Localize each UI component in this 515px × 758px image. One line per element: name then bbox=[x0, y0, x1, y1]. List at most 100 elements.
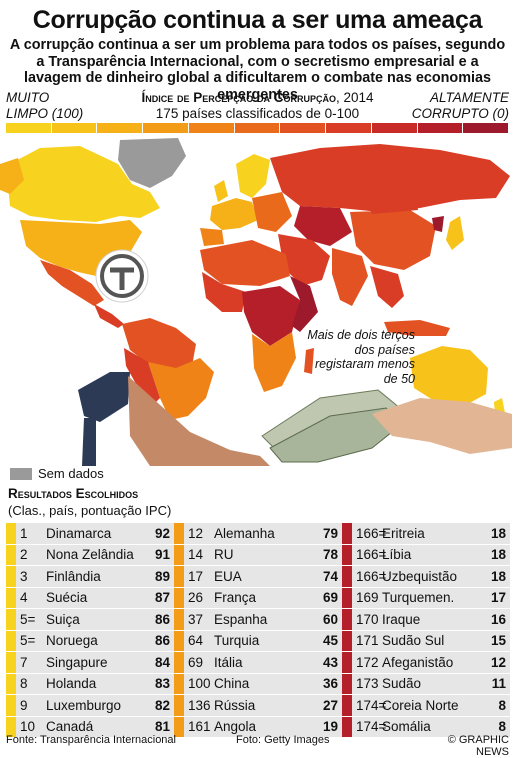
result-country: Finlândia bbox=[46, 568, 101, 584]
result-row: 7 Singapure 84 bbox=[6, 652, 174, 673]
result-rank: 64 bbox=[188, 633, 204, 649]
result-country: Suécia bbox=[46, 590, 88, 606]
result-swatch bbox=[342, 523, 352, 544]
map-north-korea bbox=[432, 216, 444, 232]
result-score: 18 bbox=[490, 547, 506, 563]
results-column-corrupt: 166= Eritreia 18 166= Líbia 18 166= Uzbequistão… bbox=[342, 523, 510, 738]
legend-clean-line2: LIMPO (100) bbox=[6, 106, 84, 121]
map-central-asia bbox=[294, 206, 352, 246]
result-row: 8 Holanda 83 bbox=[6, 673, 174, 694]
legend-clean-line1: MUITO bbox=[6, 90, 50, 105]
map-alaska bbox=[0, 158, 24, 194]
result-row: 10 Canadá 81 bbox=[6, 716, 174, 737]
result-swatch bbox=[174, 695, 184, 716]
legend-clean-label: MUITO LIMPO (100) bbox=[6, 90, 83, 122]
result-row: 5= Suiça 86 bbox=[6, 609, 174, 630]
legend-corrupt-label: ALTAMENTE CORRUPTO (0) bbox=[412, 90, 509, 122]
result-rank: 69 bbox=[188, 654, 204, 670]
legend-index-name: Índice de Percepção da Corrupção bbox=[141, 90, 336, 105]
result-country: Canadá bbox=[46, 719, 94, 735]
map-central-america bbox=[94, 304, 124, 328]
result-score: 91 bbox=[154, 547, 170, 563]
result-row: 1 Dinamarca 92 bbox=[6, 523, 174, 544]
result-row: 9 Luxemburgo 82 bbox=[6, 695, 174, 716]
result-row: 17 EUA 74 bbox=[174, 566, 342, 587]
result-row: 173 Sudão 11 bbox=[342, 673, 510, 694]
legend-title: Índice de Percepção da Corrupção, 2014 1… bbox=[120, 90, 395, 122]
result-country: Alemanha bbox=[214, 525, 275, 541]
result-rank: 166= bbox=[356, 568, 387, 584]
scale-step bbox=[51, 123, 98, 133]
result-swatch bbox=[174, 587, 184, 608]
result-score: 86 bbox=[154, 633, 170, 649]
result-swatch bbox=[174, 609, 184, 630]
footer-photo-credit: Foto: Getty Images bbox=[236, 734, 330, 746]
result-row: 100 China 36 bbox=[174, 673, 342, 694]
bribe-photo-illustration bbox=[78, 372, 512, 466]
result-swatch bbox=[6, 544, 16, 565]
map-indonesia bbox=[384, 320, 450, 336]
result-score: 69 bbox=[322, 590, 338, 606]
legend-corrupt-line1: ALTAMENTE bbox=[429, 90, 509, 105]
result-row: 169 Turquemen. 17 bbox=[342, 587, 510, 608]
result-row: 12 Alemanha 79 bbox=[174, 523, 342, 544]
result-swatch bbox=[6, 566, 16, 587]
result-score: 81 bbox=[154, 719, 170, 735]
result-row: 4 Suécia 87 bbox=[6, 587, 174, 608]
result-row: 170 Iraque 16 bbox=[342, 609, 510, 630]
result-rank: 2 bbox=[20, 547, 28, 563]
result-score: 86 bbox=[154, 611, 170, 627]
result-country: Sudão Sul bbox=[382, 633, 445, 649]
map-southern-africa bbox=[252, 332, 296, 392]
map-eastern-europe bbox=[252, 192, 292, 232]
result-row: 5= Noruega 86 bbox=[6, 630, 174, 651]
scale-step bbox=[234, 123, 281, 133]
result-country: Angola bbox=[214, 719, 257, 735]
result-rank: 3 bbox=[20, 568, 28, 584]
result-score: 92 bbox=[154, 525, 170, 541]
result-country: Coreia Norte bbox=[382, 697, 459, 713]
result-country: Iraque bbox=[382, 611, 421, 627]
result-rank: 166= bbox=[356, 547, 387, 563]
result-score: 84 bbox=[154, 654, 170, 670]
result-country: Dinamarca bbox=[46, 525, 112, 541]
result-row: 69 Itália 43 bbox=[174, 652, 342, 673]
nodata-legend: Sem dados bbox=[10, 466, 104, 481]
result-swatch bbox=[174, 630, 184, 651]
result-country: Luxemburgo bbox=[46, 697, 122, 713]
map-annotation: Mais de dois terços dos países registara… bbox=[307, 328, 415, 386]
result-country: Espanha bbox=[214, 611, 268, 627]
scale-step bbox=[463, 123, 510, 133]
result-rank: 136 bbox=[188, 697, 211, 713]
result-score: 82 bbox=[154, 697, 170, 713]
map-uk bbox=[214, 180, 228, 202]
result-score: 15 bbox=[490, 633, 506, 649]
map-west-africa bbox=[202, 272, 246, 312]
world-map bbox=[0, 138, 512, 466]
result-country: RU bbox=[214, 547, 234, 563]
footer-source: Fonte: Transparência Internacional bbox=[6, 734, 176, 746]
result-row: 174= Coreia Norte 8 bbox=[342, 695, 510, 716]
result-swatch bbox=[6, 716, 16, 737]
result-rank: 174= bbox=[356, 719, 387, 735]
map-scandinavia bbox=[236, 154, 270, 198]
map-china bbox=[350, 210, 436, 270]
result-country: EUA bbox=[214, 568, 242, 584]
result-score: 60 bbox=[322, 611, 338, 627]
result-country: Sudão bbox=[382, 676, 422, 692]
map-greenland bbox=[118, 138, 186, 188]
result-country: Itália bbox=[214, 654, 243, 670]
result-score: 18 bbox=[490, 525, 506, 541]
result-country: Suiça bbox=[46, 611, 80, 627]
result-rank: 7 bbox=[20, 654, 28, 670]
result-row: 3 Finlândia 89 bbox=[6, 566, 174, 587]
legend-color-scale bbox=[6, 123, 510, 133]
result-rank: 172 bbox=[356, 654, 379, 670]
map-iberia bbox=[200, 228, 224, 246]
result-row: 26 França 69 bbox=[174, 587, 342, 608]
result-row: 166= Líbia 18 bbox=[342, 544, 510, 565]
result-rank: 8 bbox=[20, 676, 28, 692]
result-row: 136 Rússia 27 bbox=[174, 695, 342, 716]
footer: Fonte: Transparência Internacional Foto:… bbox=[6, 734, 509, 758]
results-subtitle: (Clas., país, pontuação IPC) bbox=[8, 503, 172, 518]
